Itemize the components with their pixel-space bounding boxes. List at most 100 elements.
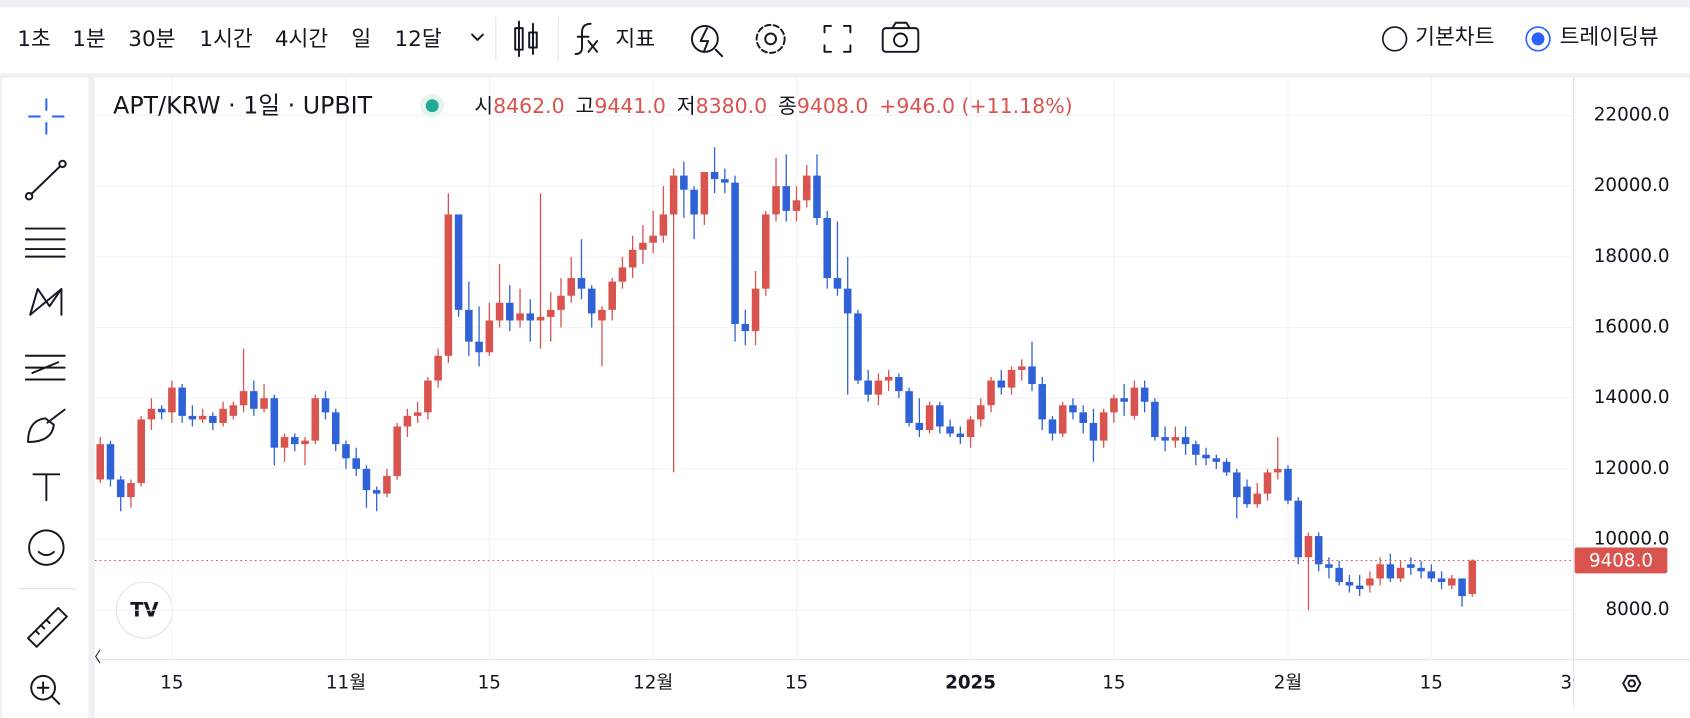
candle-body	[1314, 536, 1323, 565]
candle-body	[639, 242, 647, 250]
legend-label: 시	[474, 94, 493, 118]
candle-body	[1069, 405, 1077, 413]
candle-body	[1366, 578, 1374, 586]
candle-body	[383, 475, 391, 494]
trendline-tool[interactable]	[28, 162, 64, 198]
indicators-button[interactable]: 지표	[615, 27, 655, 52]
candle-body	[721, 179, 729, 183]
candle-body	[495, 302, 504, 321]
candle-body	[628, 249, 637, 268]
settings-button[interactable]	[755, 23, 786, 54]
candle-body	[1273, 468, 1282, 473]
top-toolbar	[0, 7, 1690, 74]
candle-body	[1417, 567, 1425, 572]
candle-body	[915, 422, 924, 431]
text-tool[interactable]	[32, 473, 61, 502]
interval-button[interactable]: 12달	[394, 27, 441, 52]
fib-tool[interactable]	[24, 227, 66, 258]
candle-body	[1171, 437, 1180, 441]
fullscreen-button[interactable]	[823, 24, 852, 53]
candle-body	[1468, 560, 1477, 594]
candle-body	[393, 426, 401, 476]
candle-body	[1376, 564, 1384, 579]
candle-body	[331, 412, 340, 445]
candle-body	[475, 341, 483, 353]
screenshot-button[interactable]	[881, 21, 920, 53]
legend-change: +946.0 (+11.18%)	[879, 94, 1072, 118]
interval-button[interactable]: 4시간	[275, 27, 329, 52]
candle-body	[936, 405, 944, 427]
candle-body	[1192, 444, 1200, 455]
candle-body	[1017, 366, 1026, 370]
candle-style-button[interactable]	[514, 20, 538, 58]
radio-selected	[1531, 32, 1545, 46]
x-tick-label: 3월	[1560, 672, 1589, 693]
candle-body	[710, 172, 719, 180]
radio-button[interactable]	[1525, 26, 1551, 52]
candle-body	[1294, 500, 1302, 558]
candle-body	[956, 433, 965, 438]
candle-body	[813, 175, 821, 218]
candle-body	[424, 380, 432, 413]
candle-body	[403, 415, 412, 427]
crosshair-tool[interactable]	[28, 98, 65, 135]
interval-button[interactable]: 일	[351, 27, 371, 52]
candle-body	[1130, 387, 1139, 416]
candle-body	[608, 281, 616, 310]
collapse-toggle[interactable]: 〈	[86, 648, 101, 666]
candle-body	[905, 391, 913, 423]
chart-style-option[interactable]: 기본차트	[1415, 25, 1494, 50]
alert-button[interactable]	[690, 24, 724, 58]
candle-body	[843, 288, 852, 314]
candle-body	[987, 380, 995, 406]
candle-body	[157, 408, 166, 413]
interval-button[interactable]: 1분	[72, 27, 106, 52]
x-tick-label: 15	[785, 672, 808, 693]
candle-body	[1038, 384, 1047, 420]
candle-body	[444, 214, 453, 356]
y-tick-label: 16000.0	[1594, 317, 1670, 338]
candle-body	[1202, 454, 1210, 459]
interval-menu[interactable]	[471, 33, 484, 41]
candle-body	[465, 309, 473, 342]
interval-button[interactable]: 1초	[17, 27, 51, 52]
x-tick-label: 2025	[945, 672, 996, 693]
candle-body	[690, 189, 698, 215]
pattern-tool[interactable]	[29, 287, 63, 316]
candle-body	[229, 405, 238, 416]
candle-body	[618, 267, 627, 282]
zoom-tool[interactable]	[30, 674, 56, 701]
ruler-tool[interactable]	[27, 607, 68, 648]
candle-body	[301, 440, 309, 445]
axis-settings-button[interactable]	[1622, 674, 1642, 692]
candle-body	[1437, 578, 1446, 582]
y-tick-label: 18000.0	[1594, 246, 1670, 267]
interval-button[interactable]: 1시간	[199, 27, 253, 52]
x-tick-label: 2월	[1274, 672, 1303, 693]
candle-body	[1263, 472, 1272, 494]
candle-body	[1028, 366, 1036, 385]
y-tick-label: 8000.0	[1605, 599, 1669, 620]
candle-body	[874, 380, 883, 395]
candle-body	[1222, 461, 1231, 473]
candle-body	[792, 200, 801, 211]
legend-value: 8462.0	[493, 94, 565, 118]
emoji-tool[interactable]	[28, 529, 65, 566]
radio-button[interactable]	[1382, 26, 1408, 52]
y-tick-label: 20000.0	[1594, 175, 1670, 196]
interval-button[interactable]: 30분	[128, 27, 175, 52]
candle-body	[1355, 585, 1364, 590]
indicator-icon[interactable]	[574, 22, 599, 55]
candle-body	[925, 405, 934, 431]
candle-body	[772, 186, 780, 215]
candle-body	[239, 391, 248, 406]
brush-tool[interactable]	[27, 408, 66, 443]
projection-tool[interactable]	[24, 354, 66, 381]
candle-body	[270, 398, 279, 448]
candle-body	[362, 468, 371, 491]
candle-body	[669, 175, 678, 215]
candle-body	[1407, 564, 1415, 568]
candle-body	[536, 316, 545, 321]
y-tick-label: 12000.0	[1594, 458, 1670, 479]
chart-style-option[interactable]: 트레이딩뷰	[1560, 25, 1659, 50]
